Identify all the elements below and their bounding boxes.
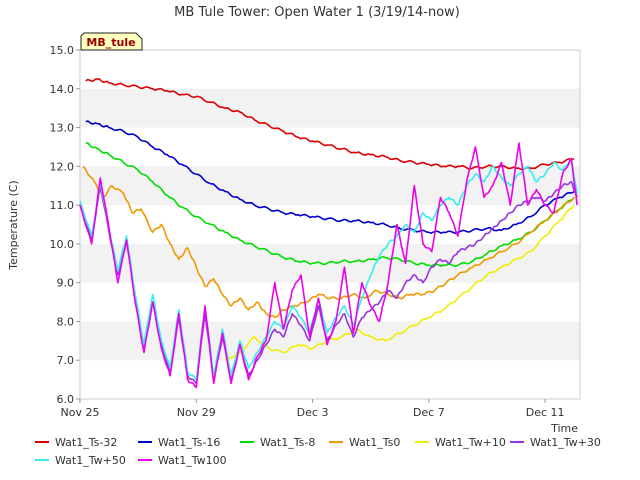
series-line-wat1-ts-32 xyxy=(85,78,575,171)
grid-band xyxy=(80,243,580,283)
y-tick-label: 15.0 xyxy=(50,44,75,57)
series-lines xyxy=(79,78,578,389)
x-axis-ticks: Nov 25 Nov 29 Dec 3 Dec 7 Dec 11 xyxy=(61,399,565,419)
y-tick-label: 10.0 xyxy=(50,238,75,251)
grid-bands xyxy=(80,88,580,361)
x-tick-label: Nov 29 xyxy=(177,406,216,419)
legend-label: Wat1_Tw100 xyxy=(158,454,227,467)
y-tick-label: 13.0 xyxy=(50,122,75,135)
y-tick-label: 14.0 xyxy=(50,83,75,96)
series-line-wat1-tw100 xyxy=(79,142,578,389)
y-axis-ticks: 6.0 7.0 8.0 9.0 10.0 11.0 12.0 13.0 14.0 15.0 xyxy=(50,44,80,406)
y-tick-label: 6.0 xyxy=(57,393,75,406)
plot-frame xyxy=(79,49,581,400)
grid-band xyxy=(80,88,580,128)
badge-label: MB_tule xyxy=(86,36,135,49)
x-tick-label: Dec 7 xyxy=(413,406,445,419)
y-tick-label: 9.0 xyxy=(57,277,75,290)
station-badge: MB_tule xyxy=(80,32,143,51)
x-tick-label: Dec 3 xyxy=(297,406,329,419)
legend-label: Wat1_Ts-16 xyxy=(158,436,220,449)
legend: Wat1_Ts-32 Wat1_Ts-16 Wat1_Ts-8 Wat1_Ts0 Wat… xyxy=(35,436,601,467)
series-line-wat1-tw-10 xyxy=(224,204,575,361)
legend-label: Wat1_Ts0 xyxy=(349,436,400,449)
y-axis-label: Temperature (C) xyxy=(7,180,20,270)
y-tick-label: 7.0 xyxy=(57,354,75,367)
legend-label: Wat1_Ts-8 xyxy=(260,436,315,449)
y-tick-label: 12.0 xyxy=(50,160,75,173)
legend-label: Wat1_Tw+10 xyxy=(435,436,506,449)
y-tick-label: 11.0 xyxy=(50,199,75,212)
legend-label: Wat1_Tw+50 xyxy=(55,454,126,467)
badge-shape xyxy=(80,32,143,51)
series-line-wat1-ts-8 xyxy=(85,142,575,268)
x-tick-label: Nov 25 xyxy=(61,406,100,419)
legend-label: Wat1_Tw+30 xyxy=(530,436,601,449)
chart-title: MB Tule Tower: Open Water 1 (3/19/14-now… xyxy=(174,5,460,20)
legend-label: Wat1_Ts-32 xyxy=(55,436,117,449)
x-tick-label: Dec 11 xyxy=(526,406,565,419)
series-line-wat1-ts0 xyxy=(82,165,575,319)
y-tick-label: 8.0 xyxy=(57,315,75,328)
x-axis-label: Time xyxy=(550,422,578,435)
